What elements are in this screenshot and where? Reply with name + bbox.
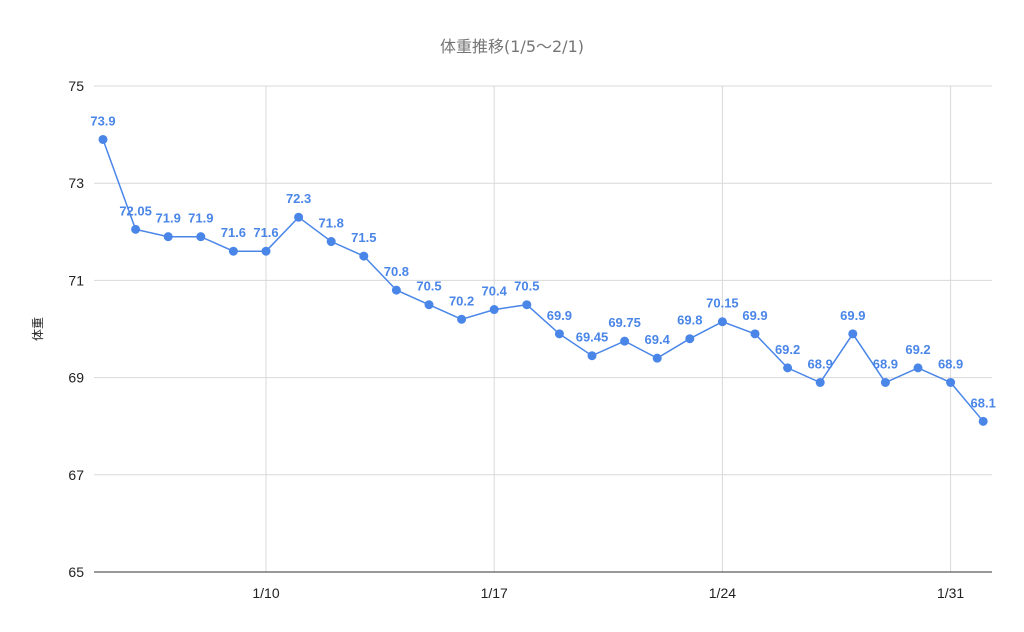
data-label: 68.9	[808, 356, 833, 371]
data-label: 69.75	[608, 315, 641, 330]
data-label: 70.4	[482, 284, 508, 299]
data-label: 69.4	[645, 332, 671, 347]
data-point	[261, 246, 271, 256]
data-label: 70.2	[449, 293, 474, 308]
series-line-group	[102, 139, 984, 422]
data-point	[978, 416, 988, 426]
data-label: 72.05	[119, 203, 152, 218]
data-point	[880, 377, 890, 387]
data-label: 69.8	[677, 313, 702, 328]
y-tick-label: 75	[68, 78, 84, 94]
data-label: 71.6	[221, 225, 246, 240]
data-point	[326, 237, 336, 247]
data-point	[652, 353, 662, 363]
data-point	[98, 134, 108, 144]
data-point	[228, 246, 238, 256]
data-point	[848, 329, 858, 339]
y-tick-label: 67	[68, 467, 84, 483]
x-tick-label: 1/10	[252, 585, 279, 601]
data-point	[489, 305, 499, 315]
data-point	[131, 224, 141, 234]
gridlines	[94, 85, 992, 573]
y-tick-label: 71	[68, 272, 84, 288]
data-point	[163, 232, 173, 242]
data-label: 71.9	[156, 211, 181, 226]
y-axis-label: 体重	[31, 317, 45, 341]
data-label: 70.15	[706, 296, 739, 311]
data-label: 71.6	[253, 225, 278, 240]
data-point	[685, 334, 695, 344]
data-label: 69.9	[840, 308, 865, 323]
data-point	[522, 300, 532, 310]
data-point	[815, 377, 825, 387]
series-line	[102, 139, 984, 422]
data-label: 69.2	[775, 342, 800, 357]
data-label: 71.5	[351, 230, 376, 245]
data-point	[913, 363, 923, 373]
data-labels: 73.9 72.05 71.9 71.9 71.6 71.6 72.3 71.8 71.5 70.…	[90, 113, 996, 410]
y-tick-label: 69	[68, 370, 84, 386]
data-point	[750, 329, 760, 339]
x-tick-label: 1/31	[937, 585, 964, 601]
data-label: 69.2	[905, 342, 930, 357]
data-point	[620, 336, 630, 346]
data-label: 71.9	[188, 211, 213, 226]
data-point	[424, 300, 434, 310]
data-label: 69.9	[742, 308, 767, 323]
data-label: 70.5	[514, 279, 539, 294]
data-label: 69.9	[547, 308, 572, 323]
x-tick-label: 1/17	[481, 585, 508, 601]
x-tick-label: 1/24	[709, 585, 736, 601]
data-point	[294, 212, 304, 222]
axis-ticks: 65 67 69 71 73 75 1/10 1/17 1/24 1/31	[68, 78, 964, 601]
data-label: 70.8	[384, 264, 409, 279]
data-label: 72.3	[286, 191, 311, 206]
data-label: 73.9	[90, 113, 115, 128]
data-label: 69.45	[576, 330, 609, 345]
y-tick-label: 73	[68, 175, 84, 191]
data-point	[196, 232, 206, 242]
data-label: 68.9	[873, 356, 898, 371]
chart-title: 体重推移(1/5〜2/1)	[440, 37, 584, 56]
data-label: 70.5	[416, 279, 441, 294]
data-point	[783, 363, 793, 373]
data-points	[98, 134, 988, 426]
data-point	[359, 251, 369, 261]
data-point	[717, 317, 727, 327]
data-label: 71.8	[319, 216, 344, 231]
data-point	[587, 351, 597, 361]
y-tick-label: 65	[68, 564, 84, 580]
data-point	[946, 377, 956, 387]
data-point	[391, 285, 401, 295]
data-point	[457, 314, 467, 324]
data-point	[554, 329, 564, 339]
data-label: 68.1	[971, 395, 996, 410]
data-label: 68.9	[938, 356, 963, 371]
